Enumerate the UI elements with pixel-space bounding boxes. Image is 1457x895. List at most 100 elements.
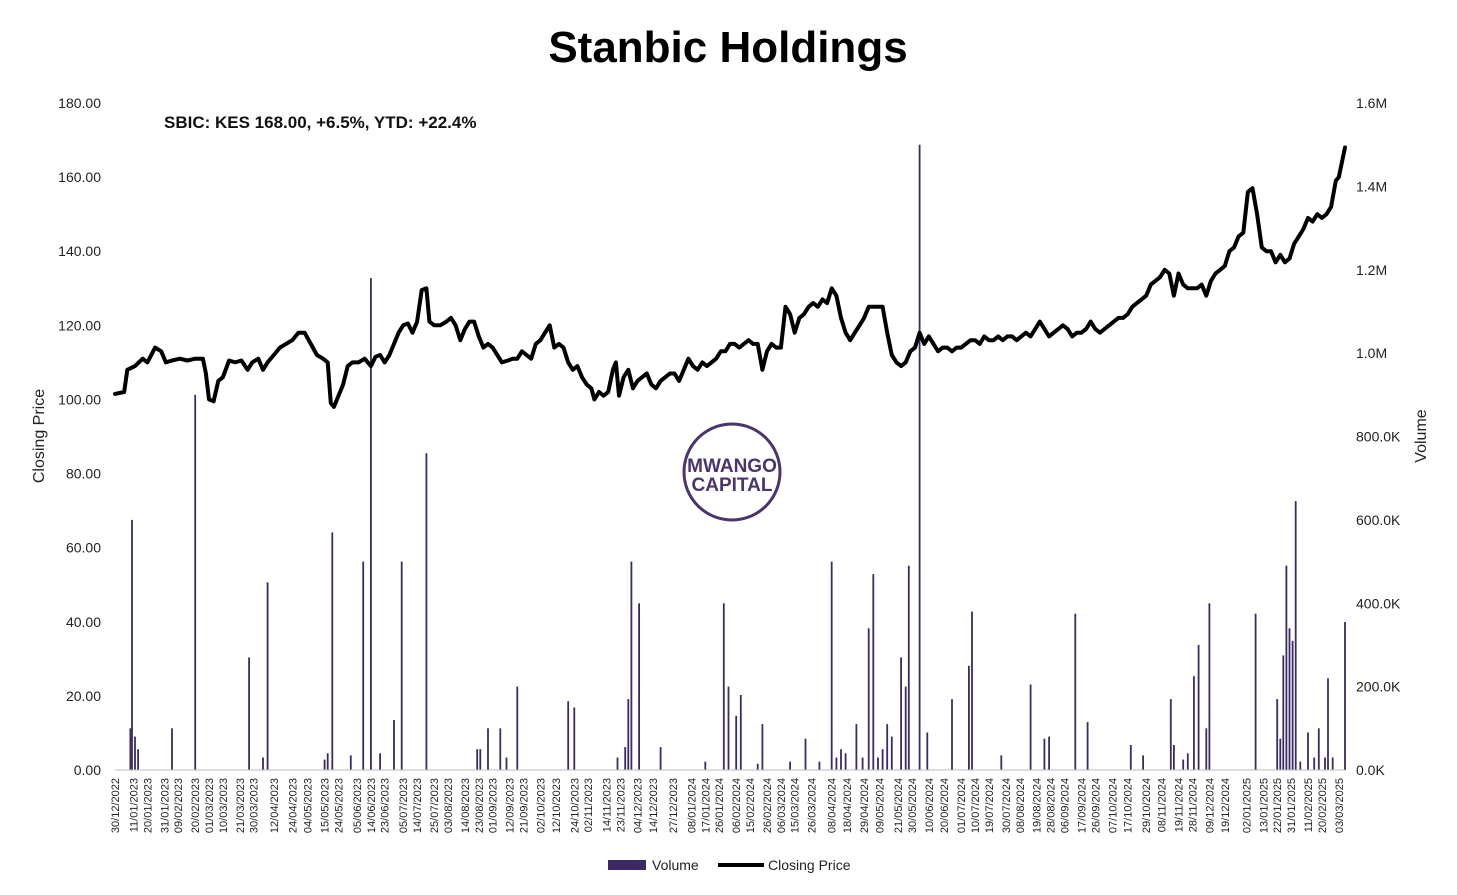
x-tick-label: 26/02/2024	[762, 778, 774, 833]
volume-bar	[137, 749, 139, 770]
logo-line1: MWANGO	[687, 456, 777, 477]
x-tick-label: 08/11/2024	[1157, 778, 1169, 832]
volume-bar	[1000, 755, 1003, 770]
x-tick-label: 08/04/2024	[827, 778, 839, 833]
x-tick-label: 14/12/2023	[648, 778, 660, 833]
x-tick-label: 12/10/2023	[551, 778, 563, 833]
right-tick-label: 1.6M	[1356, 95, 1387, 111]
volume-bar	[1169, 699, 1172, 770]
x-tick-label: 19/07/2024	[984, 778, 996, 833]
volume-bar	[1291, 640, 1294, 770]
x-tick-label: 04/05/2023	[303, 778, 315, 833]
volume-bar	[487, 728, 489, 770]
x-tick-label: 21/09/2023	[519, 778, 531, 833]
x-tick-label: 07/10/2024	[1107, 778, 1119, 833]
right-tick-label: 800.0K	[1356, 429, 1401, 445]
watermark-logo: MWANGO CAPITAL	[682, 422, 782, 522]
volume-bar	[704, 761, 707, 770]
volume-bar	[890, 736, 893, 770]
x-tick-label: 20/01/2023	[142, 778, 154, 833]
volume-bar	[886, 724, 889, 770]
x-tick-label: 21/03/2023	[235, 778, 247, 833]
x-tick-label: 05/07/2023	[398, 778, 410, 833]
volume-bar	[789, 761, 791, 770]
volume-bar	[362, 561, 365, 770]
logo-ring	[682, 422, 782, 522]
volume-bar	[1317, 728, 1320, 770]
x-tick-label: 03/08/2023	[443, 778, 455, 833]
volume-bar	[1294, 501, 1297, 770]
x-tick-label: 14/08/2023	[460, 778, 472, 833]
volume-bar	[134, 736, 136, 770]
volume-bar	[1197, 644, 1200, 770]
volume-bar	[326, 753, 329, 770]
logo-line2: CAPITAL	[692, 475, 773, 496]
x-tick-label: 25/07/2023	[429, 778, 441, 833]
volume-bar	[1299, 761, 1302, 770]
volume-bar	[627, 699, 630, 770]
left-tick-label: 40.00	[66, 614, 101, 630]
x-tick-label: 29/04/2024	[859, 778, 871, 833]
volume-bars	[129, 144, 1346, 771]
price-line	[113, 145, 1347, 409]
x-tick-label: 02/10/2023	[535, 778, 547, 833]
volume-bar	[900, 657, 902, 770]
volume-bar	[379, 753, 381, 770]
volume-bar	[735, 715, 738, 770]
volume-bar	[872, 574, 875, 770]
volume-bar	[194, 394, 197, 770]
volume-bar	[624, 747, 627, 770]
volume-bar	[1288, 628, 1291, 770]
x-tick-label: 02/11/2023	[583, 778, 595, 832]
volume-bar	[844, 753, 847, 770]
x-tick-label: 19/12/2024	[1220, 778, 1232, 833]
volume-bar	[1307, 732, 1309, 770]
x-tick-label: 27/12/2023	[668, 778, 680, 833]
volume-bar	[499, 728, 502, 770]
volume-bar	[349, 755, 352, 770]
volume-bar	[840, 749, 842, 770]
volume-bar	[1173, 745, 1175, 770]
volume-bar	[804, 738, 807, 770]
x-tick-label: 03/03/2025	[1334, 778, 1346, 833]
x-tick-label: 08/08/2024	[1015, 778, 1027, 833]
right-tick-label: 1.0M	[1356, 345, 1387, 361]
x-tick-label: 22/01/2025	[1272, 778, 1284, 833]
x-tick-label: 28/11/2024	[1187, 778, 1199, 832]
volume-bar	[331, 532, 334, 770]
volume-bar	[616, 757, 619, 770]
legend-volume-swatch	[608, 860, 646, 870]
volume-bar	[1276, 699, 1279, 770]
volume-bar	[968, 665, 970, 770]
x-tick-label: 23/06/2023	[380, 778, 392, 833]
volume-bar	[393, 720, 395, 770]
x-tick-label: 19/11/2024	[1174, 778, 1186, 832]
volume-bar	[630, 561, 633, 770]
x-tick-label: 21/05/2024	[893, 778, 905, 833]
right-tick-label: 1.2M	[1356, 262, 1387, 278]
volume-bar	[1043, 738, 1046, 770]
right-axis-label: Volume	[1413, 409, 1430, 462]
volume-bar	[1331, 757, 1334, 770]
x-tick-label: 01/09/2023	[488, 778, 500, 833]
volume-bar	[1074, 613, 1077, 770]
x-tick-label: 17/10/2024	[1123, 778, 1135, 833]
x-tick-label: 09/02/2023	[173, 778, 185, 833]
x-tick-label: 05/06/2023	[352, 778, 364, 833]
x-tick-label: 31/01/2025	[1286, 778, 1298, 833]
volume-bar	[516, 686, 519, 770]
x-tick-label: 26/09/2024	[1090, 778, 1102, 833]
x-tick-label: 30/07/2024	[1001, 778, 1013, 833]
left-tick-label: 0.00	[74, 762, 101, 778]
x-tick-label: 28/08/2024	[1046, 778, 1058, 833]
left-tick-label: 140.00	[58, 243, 101, 259]
volume-bar	[1313, 757, 1316, 770]
volume-bar	[638, 603, 640, 771]
x-tick-label: 06/03/2024	[776, 778, 788, 833]
volume-bar	[818, 761, 821, 770]
x-tick-label: 11/02/2025	[1303, 778, 1315, 832]
x-tick-label: 24/05/2023	[334, 778, 346, 833]
volume-bar	[861, 757, 864, 770]
volume-bar	[1254, 613, 1257, 770]
